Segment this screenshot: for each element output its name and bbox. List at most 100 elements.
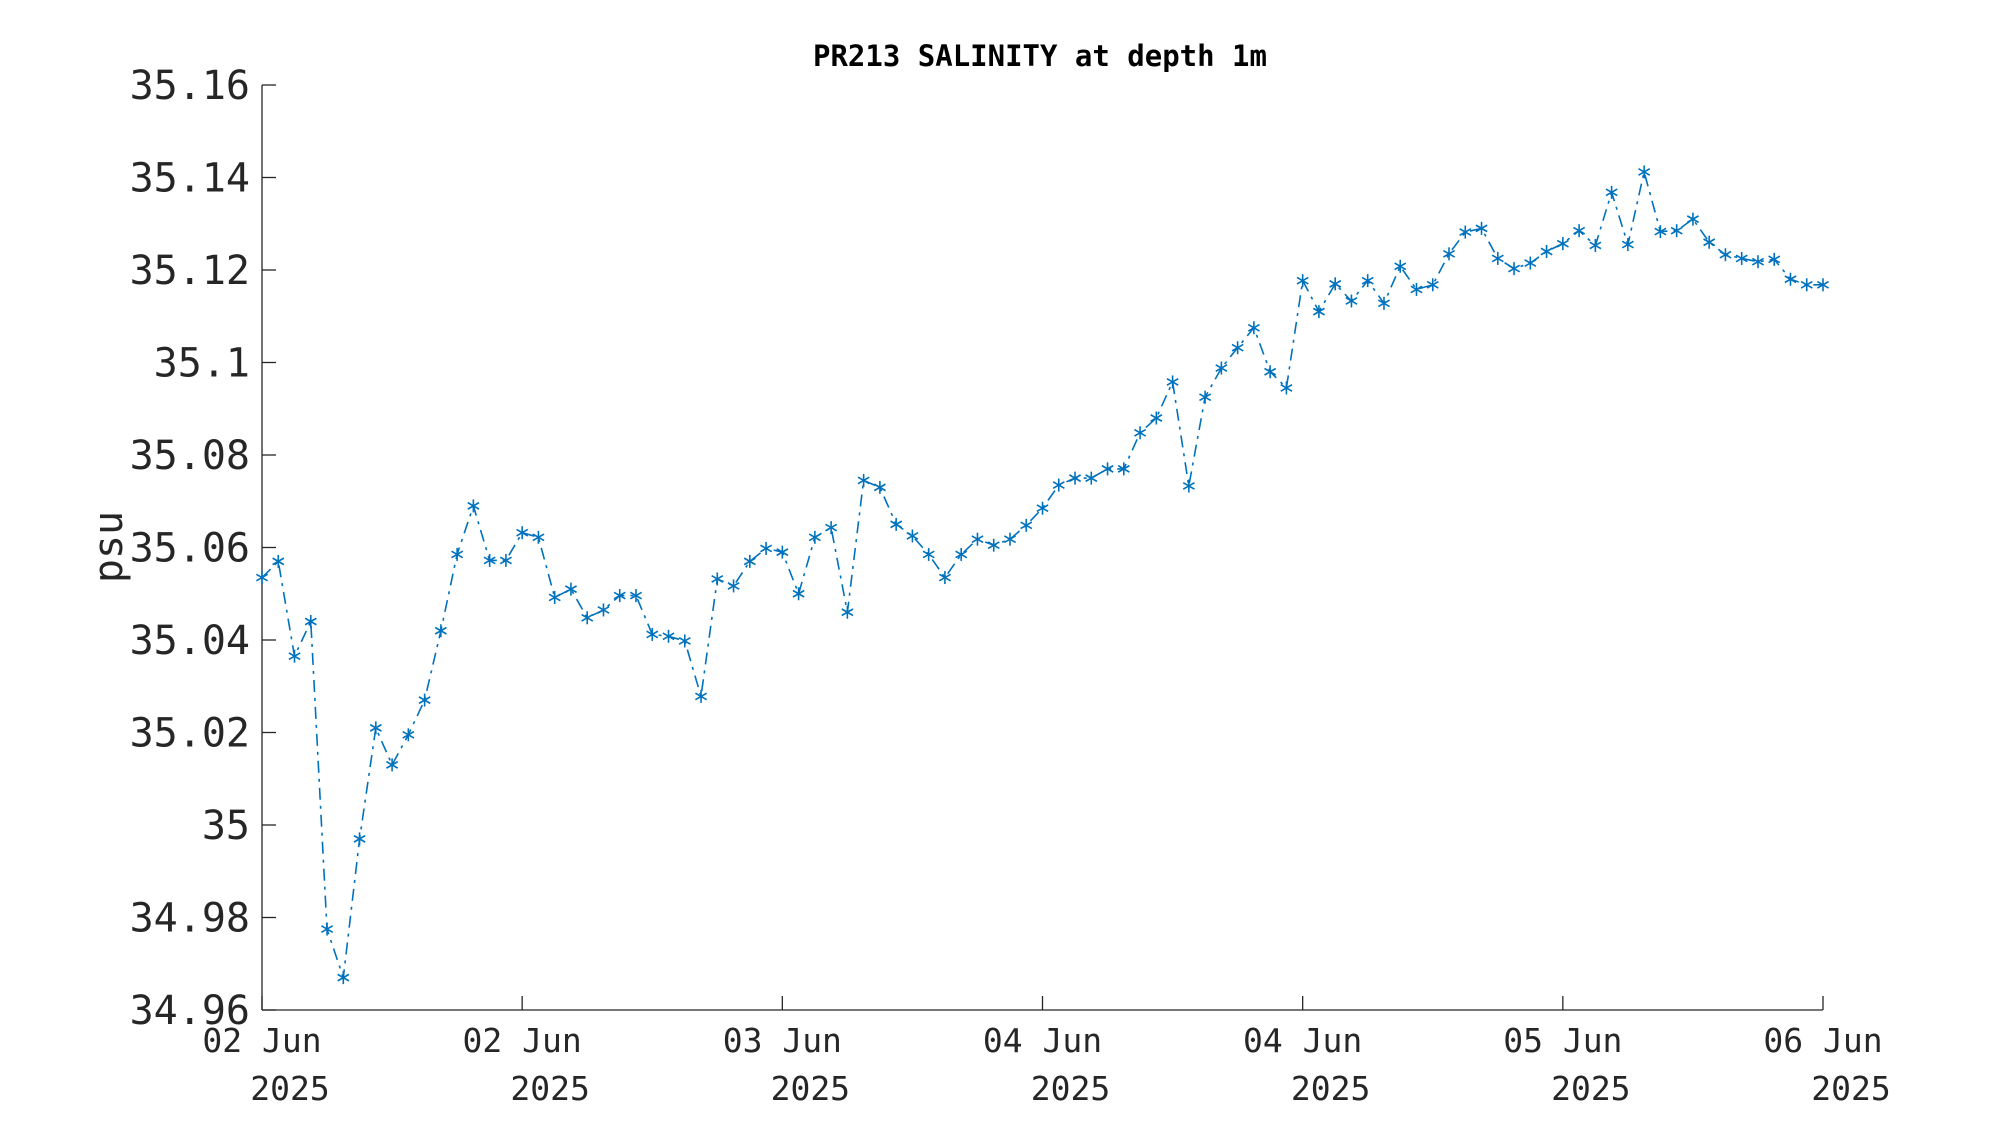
data-point: [678, 634, 691, 648]
data-point: [646, 627, 659, 641]
data-point: [272, 554, 285, 568]
data-point: [337, 971, 350, 985]
y-tick-label: 34.96: [130, 988, 250, 1034]
x-tick-label-year: 2025: [1031, 1069, 1110, 1108]
data-point: [386, 758, 399, 772]
y-tick-label: 35.06: [130, 526, 250, 572]
data-point: [1410, 282, 1423, 296]
data-point: [1247, 321, 1260, 335]
data-point: [1508, 262, 1521, 276]
y-tick-label: 35.1: [154, 341, 250, 387]
x-ticks: 02 Jun 2025 02 Jun 2025 03 Jun 2025 04 Jun 2025…: [202, 996, 1891, 1108]
data-point: [873, 480, 886, 494]
data-point: [776, 545, 789, 559]
data-point: [922, 547, 935, 561]
data-point: [1117, 462, 1130, 476]
data-point: [841, 605, 854, 619]
data-point: [467, 499, 480, 513]
data-point: [1377, 296, 1390, 310]
x-tick-label-day: 04 Jun: [983, 1021, 1102, 1060]
data-point: [1800, 278, 1813, 292]
series-markers: [255, 165, 1830, 985]
data-point: [369, 721, 382, 735]
y-tick-label: 34.98: [130, 896, 250, 942]
chart-title: PR213 SALINITY at depth 1m: [813, 39, 1267, 73]
data-point: [1182, 479, 1195, 493]
data-point: [321, 922, 334, 936]
data-point: [1085, 471, 1098, 485]
data-point: [532, 530, 545, 544]
data-point: [760, 541, 773, 555]
y-tick-label: 35.16: [130, 63, 250, 109]
data-point: [987, 538, 1000, 552]
x-tick-label-year: 2025: [1551, 1069, 1630, 1108]
data-point: [1020, 518, 1033, 532]
data-point: [1264, 365, 1277, 379]
data-point: [825, 521, 838, 535]
x-tick-label-day: 06 Jun: [1763, 1021, 1882, 1060]
data-point: [581, 611, 594, 625]
data-point: [1686, 212, 1699, 226]
data-point: [1491, 251, 1504, 265]
data-point: [1442, 247, 1456, 261]
data-point: [971, 532, 984, 546]
data-point: [1556, 237, 1569, 251]
data-point: [1589, 238, 1602, 252]
data-point: [1150, 411, 1163, 425]
data-point: [613, 589, 626, 603]
data-point: [1524, 256, 1537, 270]
series-line: [261, 171, 1823, 978]
data-point: [402, 728, 415, 742]
x-tick-label-year: 2025: [1811, 1069, 1890, 1108]
y-tick-label: 35.14: [130, 156, 250, 202]
data-point: [1199, 390, 1212, 404]
data-point: [1540, 245, 1553, 258]
data-point: [792, 587, 805, 601]
plot-area: 34.96 34.98 35 35.02 35.04 35.06 35.08 35.1 35.1…: [130, 63, 1891, 1108]
data-point: [1638, 165, 1651, 179]
data-point: [1361, 274, 1374, 288]
data-point: [1605, 185, 1618, 199]
data-point: [1036, 501, 1049, 515]
data-point: [1768, 252, 1781, 266]
x-tick-label-day: 02 Jun: [463, 1021, 582, 1060]
data-point: [662, 629, 675, 643]
data-point: [1475, 221, 1488, 235]
data-point: [629, 589, 643, 603]
data-point: [890, 517, 903, 531]
data-point: [1670, 224, 1683, 238]
y-ticks: 34.96 34.98 35 35.02 35.04 35.06 35.08 35.1 35.1…: [130, 63, 276, 1034]
data-point: [906, 529, 919, 543]
data-point: [1296, 274, 1309, 288]
data-point: [451, 547, 464, 561]
data-point: [1345, 294, 1358, 308]
data-point: [857, 473, 870, 487]
x-tick-label-day: 04 Jun: [1243, 1021, 1362, 1060]
data-point: [255, 571, 269, 585]
x-tick-label-year: 2025: [1291, 1069, 1370, 1108]
data-point: [1426, 278, 1439, 292]
data-point: [564, 582, 577, 596]
data-point: [1329, 277, 1342, 291]
data-point: [1134, 426, 1147, 440]
data-point: [808, 530, 821, 544]
data-point: [1784, 272, 1797, 286]
data-point: [1280, 381, 1293, 395]
data-point: [1215, 361, 1228, 375]
data-point: [1573, 224, 1586, 238]
data-point: [695, 689, 708, 703]
data-point: [711, 572, 724, 586]
data-point: [483, 553, 496, 567]
data-point: [1816, 278, 1830, 292]
data-point: [1394, 259, 1407, 273]
data-point: [1101, 462, 1114, 476]
data-point: [1052, 478, 1065, 492]
y-tick-label: 35.02: [130, 711, 250, 757]
data-point: [548, 590, 561, 604]
x-tick-label-day: 05 Jun: [1503, 1021, 1622, 1060]
data-point: [1459, 225, 1472, 239]
data-point: [418, 693, 431, 707]
x-tick-label-year: 2025: [771, 1069, 850, 1108]
data-point: [1719, 248, 1732, 262]
